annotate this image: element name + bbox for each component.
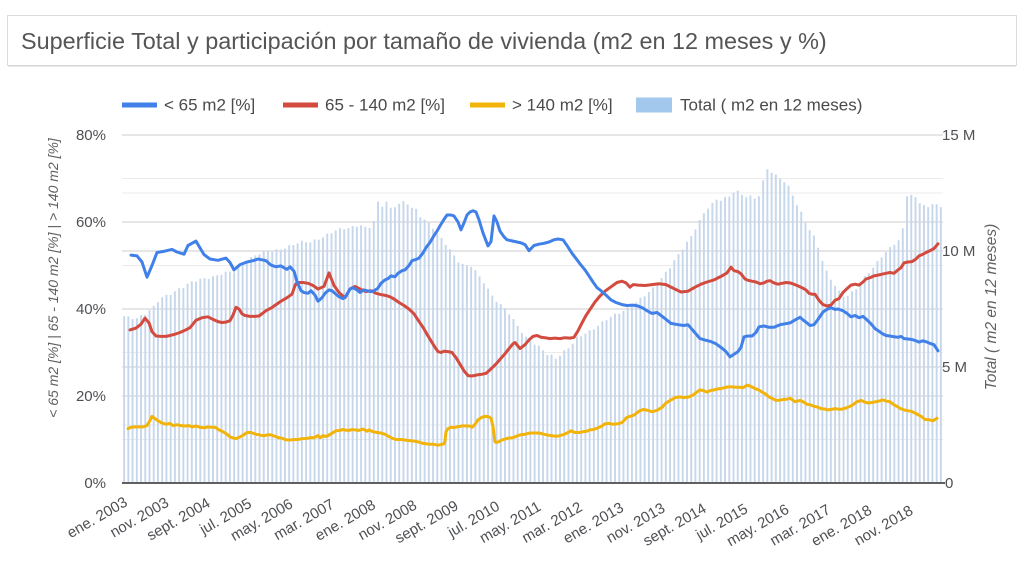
svg-text:Superficie Total y participaci: Superficie Total y participación por tam… — [21, 28, 827, 54]
svg-text:0: 0 — [945, 475, 953, 492]
svg-text:Total ( m2 en 12 meses): Total ( m2 en 12 meses) — [680, 96, 862, 115]
svg-text:80%: 80% — [76, 127, 106, 144]
svg-text:15 M: 15 M — [942, 127, 975, 144]
svg-text:5 M: 5 M — [942, 359, 967, 376]
svg-text:40%: 40% — [76, 301, 106, 318]
svg-text:Total ( m2 en 12 meses): Total ( m2 en 12 meses) — [983, 224, 1000, 391]
svg-text:< 65 m2 [%]: < 65 m2 [%] — [164, 96, 255, 115]
svg-text:20%: 20% — [76, 388, 106, 405]
svg-text:60%: 60% — [76, 214, 106, 231]
svg-text:0%: 0% — [84, 475, 106, 492]
svg-text:> 140 m2 [%]: > 140 m2 [%] — [512, 96, 613, 115]
svg-text:10 M: 10 M — [942, 243, 975, 260]
svg-text:< 65 m2 [%] | 65 - 140 m2 [%]: < 65 m2 [%] | 65 - 140 m2 [%] | > 140 m2… — [45, 137, 61, 418]
svg-text:65 - 140 m2 [%]: 65 - 140 m2 [%] — [325, 96, 445, 115]
